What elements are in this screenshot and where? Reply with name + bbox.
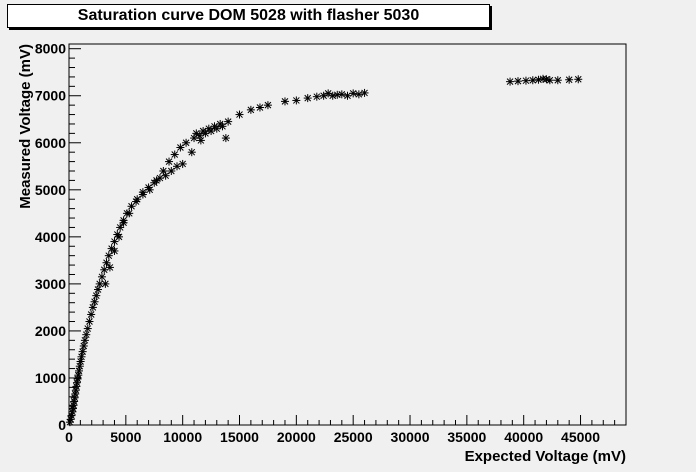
y-tick-label: 5000 (35, 182, 66, 198)
data-point (119, 218, 128, 227)
x-tick-label: 40000 (504, 429, 543, 445)
data-point (224, 117, 233, 126)
data-point (255, 103, 264, 112)
data-point (105, 263, 114, 272)
data-point (82, 330, 91, 339)
data-point (170, 150, 179, 159)
x-tick-label: 0 (65, 429, 73, 445)
x-tick-label: 25000 (334, 429, 373, 445)
x-axis-title: Expected Voltage (mV) (465, 448, 626, 465)
plot-frame (68, 43, 627, 426)
data-point (312, 92, 321, 101)
x-tick-label: 15000 (220, 429, 259, 445)
data-point (145, 185, 154, 194)
x-tick-label: 30000 (391, 429, 430, 445)
data-point (545, 76, 554, 85)
x-tick-label: 20000 (277, 429, 316, 445)
y-tick-label: 2000 (35, 323, 66, 339)
data-point (115, 232, 124, 241)
axis-ticks: 0 5000 10000 15000 20000 25000 30000 35000 40000… (35, 41, 627, 445)
y-tick-label: 7000 (35, 88, 66, 104)
y-tick-label: 6000 (35, 135, 66, 151)
data-point (92, 291, 101, 300)
data-point (553, 76, 562, 85)
data-point (337, 90, 346, 99)
data-point (132, 197, 141, 206)
data-point (521, 76, 530, 85)
y-tick-label: 3000 (35, 276, 66, 292)
data-point (292, 96, 301, 105)
data-point (95, 279, 104, 288)
data-point (90, 297, 99, 306)
data-point (165, 157, 174, 166)
y-tick-label: 8000 (35, 41, 66, 57)
data-point (83, 324, 92, 333)
y-axis-title: Measured Voltage (mV) (17, 44, 34, 209)
data-point (246, 105, 255, 114)
data-point (192, 129, 201, 138)
data-point (97, 272, 106, 281)
data-point (303, 94, 312, 103)
data-point (116, 223, 125, 232)
x-tick-label: 45000 (561, 429, 600, 445)
data-point (263, 101, 272, 110)
data-point (70, 393, 79, 402)
data-point (574, 75, 583, 84)
x-tick-label: 10000 (163, 429, 202, 445)
x-tick-label: 35000 (447, 429, 486, 445)
data-point (349, 89, 358, 98)
y-tick-label: 1000 (35, 370, 66, 386)
data-point (221, 134, 230, 143)
data-markers (65, 74, 583, 427)
data-point (360, 88, 369, 97)
data-point (85, 317, 94, 326)
data-point (216, 119, 225, 128)
data-point (77, 352, 86, 361)
data-point (101, 279, 110, 288)
data-point (80, 336, 89, 345)
data-point (506, 77, 515, 86)
chart-title: Saturation curve DOM 5028 with flasher 5… (7, 4, 490, 28)
data-point (176, 143, 185, 152)
data-point (159, 167, 168, 175)
data-point (354, 90, 363, 99)
data-point (79, 341, 88, 350)
data-point (88, 303, 97, 312)
data-point (565, 75, 574, 84)
data-point (125, 209, 134, 218)
data-point (196, 136, 205, 145)
data-point (87, 310, 96, 319)
data-point (280, 97, 289, 106)
data-point (235, 110, 244, 119)
data-point (182, 138, 191, 147)
data-point (528, 76, 537, 85)
data-point (187, 148, 196, 157)
data-point (110, 246, 119, 255)
data-point (102, 258, 111, 267)
data-point (178, 159, 187, 168)
data-point (138, 190, 147, 199)
data-point (93, 285, 102, 294)
data-point (514, 77, 523, 86)
y-tick-label: 0 (58, 417, 66, 433)
data-point (78, 347, 87, 356)
data-point (104, 251, 113, 260)
y-tick-label: 4000 (35, 229, 66, 245)
data-point (167, 167, 176, 175)
data-point (152, 176, 161, 185)
data-point (75, 362, 84, 371)
x-tick-label: 5000 (110, 429, 141, 445)
